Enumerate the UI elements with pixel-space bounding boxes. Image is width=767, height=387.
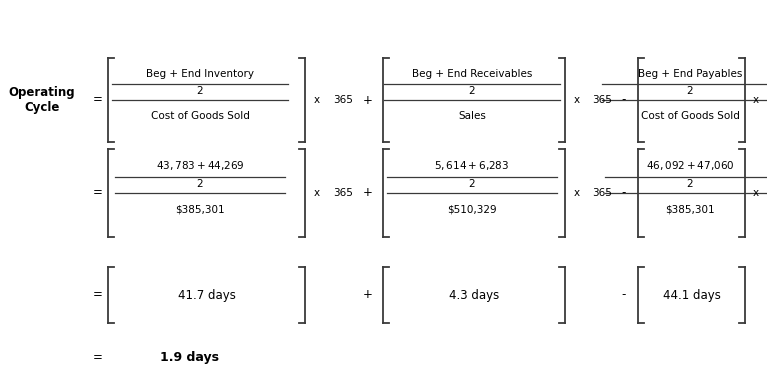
Text: Operating
Cycle: Operating Cycle	[8, 86, 75, 114]
Text: 365: 365	[333, 95, 353, 105]
Text: $46,092 + $47,060: $46,092 + $47,060	[646, 159, 734, 172]
Text: +: +	[363, 288, 373, 301]
Text: 2: 2	[469, 179, 476, 189]
Text: +: +	[363, 94, 373, 106]
Text: x: x	[753, 188, 759, 198]
Text: 2: 2	[196, 179, 203, 189]
Text: -: -	[622, 288, 626, 301]
Text: $385,301: $385,301	[175, 204, 225, 214]
Text: 4.3 days: 4.3 days	[449, 288, 499, 301]
Text: 365: 365	[333, 188, 353, 198]
Text: +: +	[363, 187, 373, 200]
Text: $5,614 + $6,283: $5,614 + $6,283	[434, 159, 509, 172]
Text: 41.7 days: 41.7 days	[178, 288, 235, 301]
Text: -: -	[622, 94, 626, 106]
Text: Cost of Goods Sold: Cost of Goods Sold	[150, 111, 249, 121]
Text: 2: 2	[196, 86, 203, 96]
Text: x: x	[314, 95, 320, 105]
Text: x: x	[314, 188, 320, 198]
Text: =: =	[93, 351, 103, 365]
Text: =: =	[93, 288, 103, 301]
Text: x: x	[574, 188, 580, 198]
Text: Beg + End Receivables: Beg + End Receivables	[412, 69, 532, 79]
Text: $43,783 + $44,269: $43,783 + $44,269	[156, 159, 245, 172]
Text: $385,301: $385,301	[665, 204, 715, 214]
Text: $510,329: $510,329	[447, 204, 497, 214]
Text: 1.9 days: 1.9 days	[160, 351, 219, 365]
Text: 2: 2	[469, 86, 476, 96]
Text: x: x	[574, 95, 580, 105]
Text: Beg + End Inventory: Beg + End Inventory	[146, 69, 254, 79]
Text: =: =	[93, 94, 103, 106]
Text: 365: 365	[592, 95, 612, 105]
Text: Cost of Goods Sold: Cost of Goods Sold	[640, 111, 739, 121]
Text: 365: 365	[592, 188, 612, 198]
Text: 2: 2	[686, 179, 693, 189]
Text: Beg + End Payables: Beg + End Payables	[638, 69, 742, 79]
Text: -: -	[622, 187, 626, 200]
Text: =: =	[93, 187, 103, 200]
Text: 44.1 days: 44.1 days	[663, 288, 720, 301]
Text: 2: 2	[686, 86, 693, 96]
Text: Sales: Sales	[458, 111, 486, 121]
Text: x: x	[753, 95, 759, 105]
